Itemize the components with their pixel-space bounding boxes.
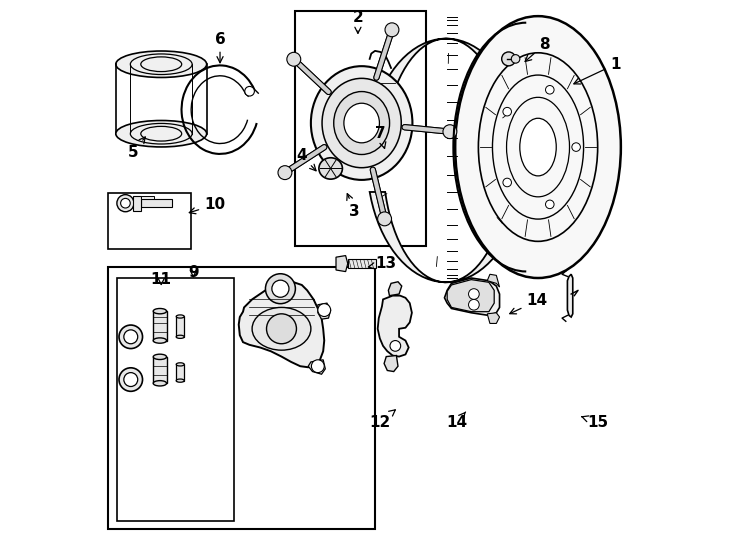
Text: 4: 4 xyxy=(296,147,316,171)
Ellipse shape xyxy=(319,158,343,179)
Bar xyxy=(117,278,234,521)
Ellipse shape xyxy=(153,354,167,360)
Polygon shape xyxy=(370,38,526,282)
Ellipse shape xyxy=(334,92,390,154)
Polygon shape xyxy=(318,303,330,319)
Polygon shape xyxy=(239,282,324,367)
Text: 8: 8 xyxy=(525,37,550,62)
Text: 3: 3 xyxy=(347,194,360,219)
Text: 2: 2 xyxy=(352,10,363,33)
Polygon shape xyxy=(321,163,338,177)
Ellipse shape xyxy=(176,379,184,382)
Polygon shape xyxy=(567,274,573,317)
Circle shape xyxy=(572,143,581,151)
Circle shape xyxy=(120,198,130,208)
Bar xyxy=(141,199,172,207)
Circle shape xyxy=(385,23,399,37)
Ellipse shape xyxy=(176,315,184,318)
Ellipse shape xyxy=(252,307,311,350)
Bar xyxy=(295,11,426,246)
Bar xyxy=(176,364,184,381)
Polygon shape xyxy=(133,195,141,211)
Circle shape xyxy=(266,314,297,344)
Polygon shape xyxy=(487,313,500,323)
Ellipse shape xyxy=(116,120,207,147)
Circle shape xyxy=(503,178,512,187)
Text: 14: 14 xyxy=(446,412,468,430)
Circle shape xyxy=(512,55,520,63)
Ellipse shape xyxy=(116,51,207,77)
Circle shape xyxy=(124,330,138,344)
Circle shape xyxy=(501,52,515,66)
Ellipse shape xyxy=(153,381,167,386)
Circle shape xyxy=(278,166,292,180)
Polygon shape xyxy=(487,274,500,287)
Text: 15: 15 xyxy=(581,415,608,430)
Bar xyxy=(153,357,167,383)
Circle shape xyxy=(545,200,554,208)
Polygon shape xyxy=(384,355,398,372)
Circle shape xyxy=(117,194,134,212)
Circle shape xyxy=(318,303,330,316)
Text: 5: 5 xyxy=(128,137,145,160)
Circle shape xyxy=(272,280,289,297)
Circle shape xyxy=(468,289,479,299)
Circle shape xyxy=(119,368,142,392)
Bar xyxy=(153,311,167,341)
Circle shape xyxy=(266,274,295,303)
Ellipse shape xyxy=(176,335,184,339)
Polygon shape xyxy=(308,360,325,374)
Circle shape xyxy=(244,86,255,96)
Ellipse shape xyxy=(311,66,413,180)
Ellipse shape xyxy=(322,78,401,168)
Ellipse shape xyxy=(153,338,167,343)
Circle shape xyxy=(503,107,512,116)
Polygon shape xyxy=(378,296,412,356)
Circle shape xyxy=(443,125,457,139)
Text: 10: 10 xyxy=(189,197,225,214)
Circle shape xyxy=(390,341,401,351)
Text: 7: 7 xyxy=(375,126,386,149)
Bar xyxy=(348,259,376,268)
Bar xyxy=(141,195,154,199)
Circle shape xyxy=(311,360,324,373)
Ellipse shape xyxy=(520,118,556,176)
Circle shape xyxy=(119,325,142,348)
Circle shape xyxy=(287,52,301,66)
Bar xyxy=(176,316,184,337)
Text: 14: 14 xyxy=(509,294,548,314)
Polygon shape xyxy=(388,282,401,296)
Text: 6: 6 xyxy=(214,32,225,63)
Text: 9: 9 xyxy=(188,265,199,280)
Ellipse shape xyxy=(455,16,621,278)
Bar xyxy=(108,192,191,248)
Polygon shape xyxy=(336,255,348,272)
Text: 11: 11 xyxy=(150,272,172,287)
Circle shape xyxy=(468,299,479,310)
Text: 13: 13 xyxy=(368,256,396,271)
Text: 1: 1 xyxy=(574,57,621,84)
Circle shape xyxy=(124,373,138,387)
Bar xyxy=(108,267,375,529)
Polygon shape xyxy=(445,278,500,315)
Ellipse shape xyxy=(176,363,184,366)
Text: 12: 12 xyxy=(369,410,396,430)
Ellipse shape xyxy=(153,308,167,314)
Ellipse shape xyxy=(344,103,379,143)
Polygon shape xyxy=(447,280,494,312)
Circle shape xyxy=(545,85,554,94)
Circle shape xyxy=(377,212,391,226)
